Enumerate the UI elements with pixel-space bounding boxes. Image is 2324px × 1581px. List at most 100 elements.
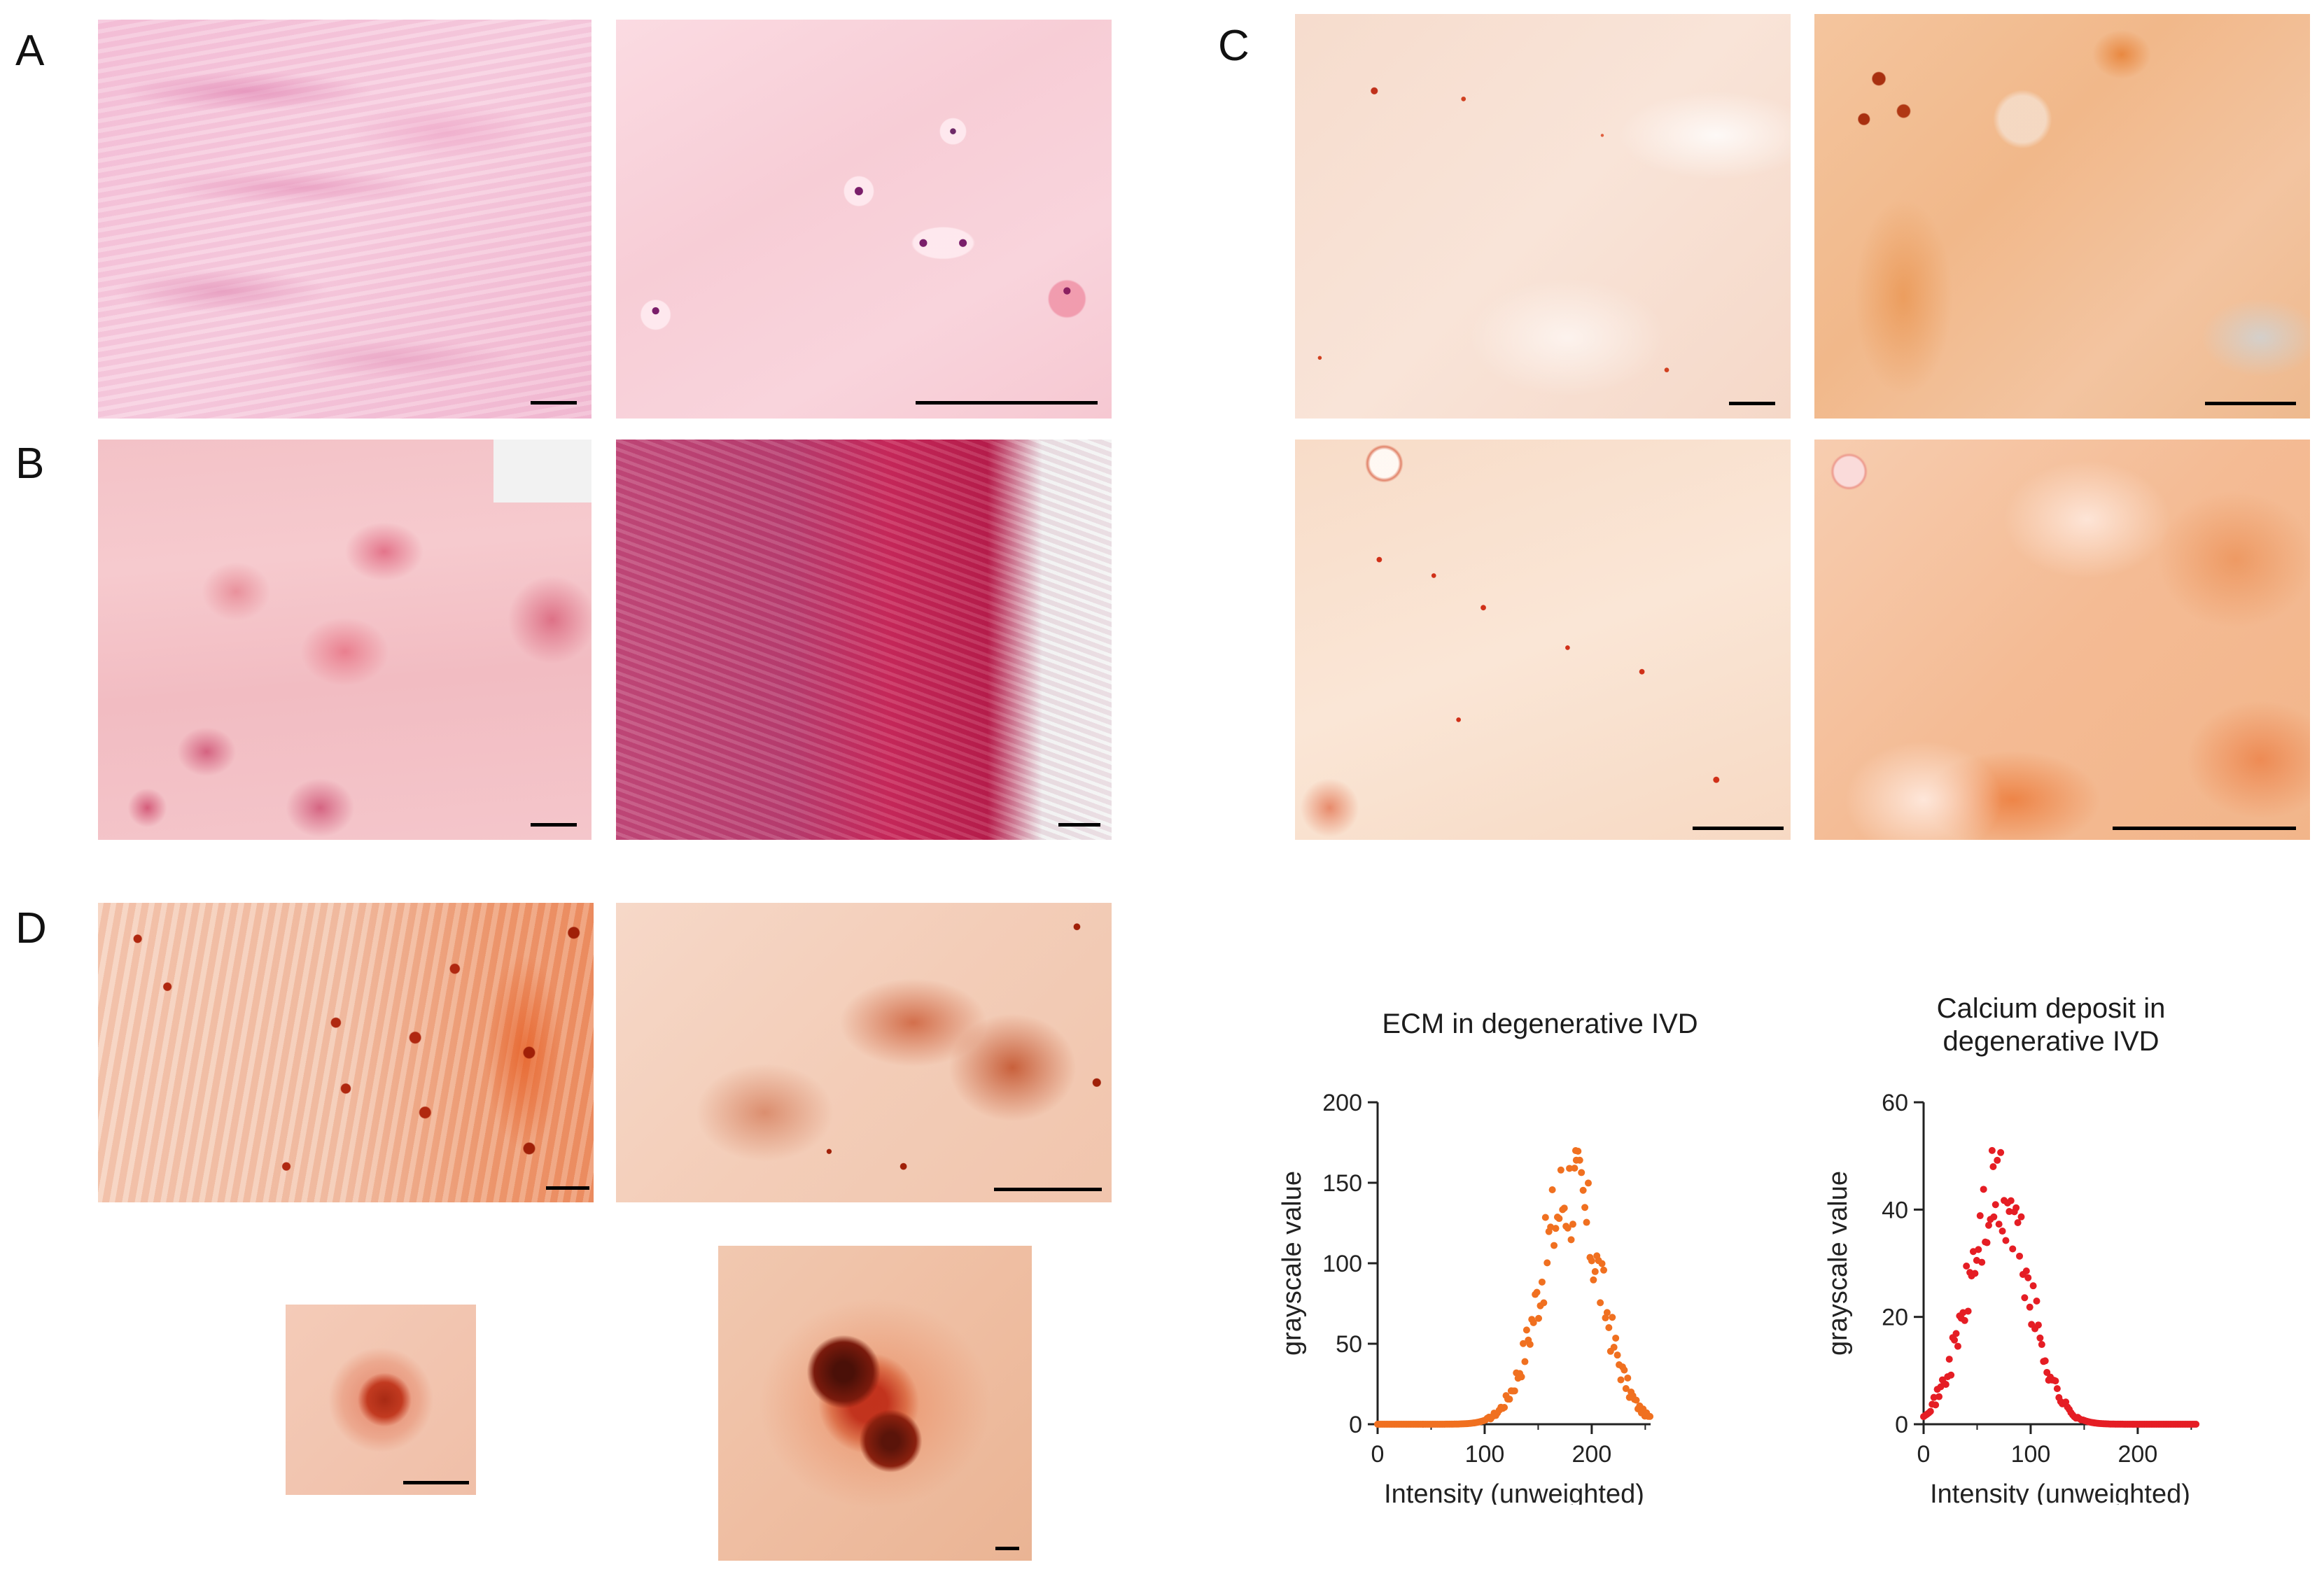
data-point xyxy=(2192,1421,2200,1428)
data-point xyxy=(2007,1197,2015,1204)
micrograph-d-inset-cell xyxy=(286,1305,476,1495)
panel-label-b: B xyxy=(15,440,45,488)
scale-bar xyxy=(403,1481,469,1484)
data-point xyxy=(1964,1307,1972,1315)
micrograph-c-top-left xyxy=(1295,14,1791,419)
data-point xyxy=(1541,1214,1549,1221)
micrograph-d-left xyxy=(98,903,594,1202)
scale-bar xyxy=(1058,823,1100,827)
micrograph-d-right xyxy=(616,903,1112,1202)
data-point xyxy=(1591,1267,1599,1275)
y-tick-label: 50 xyxy=(1336,1331,1362,1358)
y-tick-label: 100 xyxy=(1322,1251,1362,1277)
data-point xyxy=(1548,1186,1556,1194)
data-point xyxy=(1983,1239,1991,1246)
y-tick-label: 150 xyxy=(1322,1170,1362,1197)
data-point xyxy=(2038,1341,2045,1349)
data-point xyxy=(1605,1324,1613,1332)
data-point xyxy=(1978,1258,1986,1266)
data-point xyxy=(2024,1274,2032,1281)
data-point xyxy=(2022,1267,2030,1275)
data-point xyxy=(1947,1371,1955,1379)
micrograph-c-top-right xyxy=(1814,14,2310,419)
data-point xyxy=(1555,1215,1563,1223)
data-point xyxy=(2041,1357,2049,1365)
micrograph-c-bottom-left xyxy=(1295,440,1791,840)
data-point xyxy=(1588,1257,1595,1265)
scale-bar xyxy=(531,401,577,405)
data-point xyxy=(1610,1344,1618,1351)
data-point xyxy=(1576,1156,1583,1164)
data-point xyxy=(1567,1236,1575,1244)
data-point-peak xyxy=(1989,1163,1997,1170)
data-point xyxy=(1571,1165,1578,1172)
data-point xyxy=(1511,1387,1518,1395)
data-point xyxy=(2017,1213,2025,1221)
data-point xyxy=(1963,1263,1970,1270)
data-point xyxy=(1622,1385,1630,1393)
ecm-intensity-chart: 0 50 100 150 200 0 100 200 Intensity (unweighted… xyxy=(1278,1090,1654,1505)
scale-bar xyxy=(546,1186,589,1190)
data-point xyxy=(1998,1228,2006,1235)
data-point xyxy=(2033,1298,2040,1305)
micrograph-a-low xyxy=(98,20,592,419)
y-tick-label: 40 xyxy=(1882,1197,1908,1223)
panel-label-c: C xyxy=(1218,22,1250,70)
data-point xyxy=(1930,1393,1938,1401)
data-point xyxy=(1533,1288,1541,1296)
data-point xyxy=(1501,1403,1508,1411)
scale-bar xyxy=(916,401,1098,405)
data-point xyxy=(1952,1330,1960,1337)
data-point xyxy=(1624,1374,1632,1382)
data-point xyxy=(1997,1148,2005,1156)
data-point xyxy=(1535,1314,1543,1322)
data-point xyxy=(2053,1385,2061,1393)
scale-bar xyxy=(2113,827,2296,830)
data-point xyxy=(2026,1303,2033,1311)
x-tick-label: 200 xyxy=(1572,1441,1612,1468)
data-point xyxy=(1602,1314,1609,1322)
x-axis-label: Intensity (unweighted) xyxy=(1384,1480,1644,1505)
data-point xyxy=(1579,1186,1587,1194)
data-point xyxy=(1583,1218,1590,1226)
data-point xyxy=(1557,1166,1564,1174)
x-tick-label: 0 xyxy=(1371,1441,1385,1468)
y-tick-label: 20 xyxy=(1882,1305,1908,1331)
x-tick-label: 200 xyxy=(2118,1441,2158,1468)
data-point xyxy=(1550,1242,1558,1249)
data-point xyxy=(1603,1309,1611,1316)
data-point xyxy=(2034,1321,2042,1329)
data-point-peak xyxy=(1572,1147,1579,1154)
data-point xyxy=(1976,1212,1984,1220)
background-corner xyxy=(493,440,592,503)
x-axis-label: Intensity (unweighted) xyxy=(1930,1480,2190,1505)
data-point xyxy=(1932,1401,1940,1409)
data-point xyxy=(1961,1316,1968,1324)
micrograph-a-high xyxy=(616,20,1112,419)
data-point xyxy=(1581,1204,1589,1211)
data-point xyxy=(1530,1319,1537,1326)
micrograph-b-low xyxy=(98,440,592,840)
y-tick-label: 200 xyxy=(1322,1090,1362,1116)
data-point xyxy=(1506,1396,1513,1403)
data-point xyxy=(1600,1266,1608,1274)
data-point xyxy=(1926,1407,1934,1415)
scale-bar xyxy=(531,823,577,827)
micrograph-d-inset-deposit xyxy=(718,1246,1032,1561)
data-point xyxy=(1569,1221,1576,1228)
data-point xyxy=(2012,1204,2020,1211)
data-point xyxy=(1988,1146,1996,1154)
data-point xyxy=(1942,1381,1949,1389)
data-point xyxy=(1518,1373,1525,1381)
data-point xyxy=(1614,1351,1621,1359)
data-point xyxy=(1994,1156,2001,1164)
data-point xyxy=(1522,1326,1530,1334)
data-point xyxy=(1584,1179,1592,1187)
data-point xyxy=(1566,1165,1574,1172)
panel-label-d: D xyxy=(15,904,47,953)
data-point xyxy=(2002,1237,2010,1244)
data-point xyxy=(1935,1393,1943,1400)
data-point xyxy=(1646,1412,1654,1420)
y-axis-label: grayscale value xyxy=(1278,1171,1307,1356)
data-point xyxy=(1984,1221,1992,1229)
